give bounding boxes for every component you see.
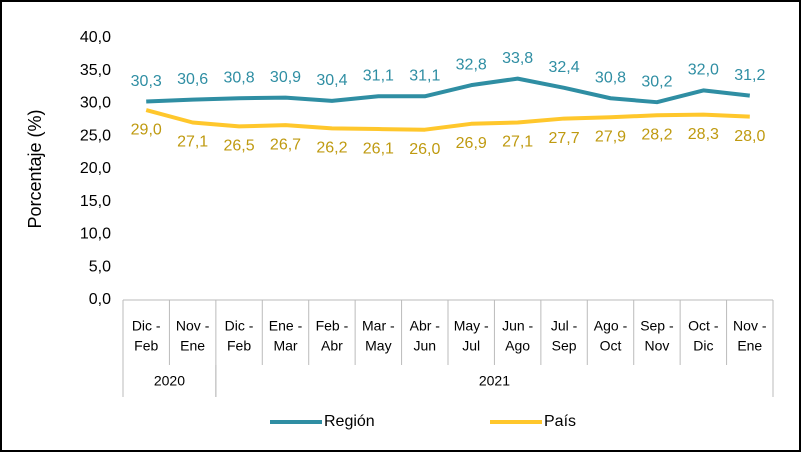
data-label: 31,1 (409, 68, 440, 85)
data-label: 26,1 (363, 140, 394, 157)
data-label: 26,5 (224, 138, 255, 155)
data-label: 30,3 (131, 73, 162, 90)
data-label: 28,3 (688, 126, 719, 143)
data-label: 26,7 (270, 136, 301, 153)
data-label: 30,4 (316, 72, 347, 89)
x-tick-label: Mar - (362, 318, 395, 334)
legend-label: País (544, 413, 576, 430)
x-tick-label: Nov - (176, 318, 210, 334)
x-tick-label: Abr (321, 338, 343, 354)
data-label: 30,6 (177, 71, 208, 88)
y-tick-label: 15,0 (80, 193, 111, 210)
y-tick-label: 30,0 (80, 95, 111, 112)
series-line (146, 76, 751, 105)
x-tick-label: Sep (552, 338, 577, 354)
y-tick-label: 5,0 (89, 258, 111, 275)
x-tick-label: Sep - (640, 318, 674, 334)
data-label: 30,2 (641, 73, 672, 90)
x-tick-label: Dic (693, 338, 713, 354)
group-label: 2021 (479, 373, 510, 389)
series-line (145, 108, 750, 132)
x-tick-label: May - (454, 318, 489, 334)
data-label: 29,0 (131, 121, 162, 138)
x-tick-label: Nov - (733, 318, 767, 334)
data-label: 32,4 (549, 59, 580, 76)
y-axis-label: Porcentaje (%) (25, 109, 45, 228)
data-label: 31,1 (363, 68, 394, 85)
data-label: 27,1 (177, 134, 208, 151)
x-tick-label: Ago - (594, 318, 628, 334)
x-tick-label: Oct (600, 338, 622, 354)
data-label: 32,8 (456, 56, 487, 73)
data-label: 30,8 (224, 69, 255, 86)
x-tick-label: May (365, 338, 391, 354)
y-tick-label: 25,0 (80, 127, 111, 144)
x-tick-label: Ene (180, 338, 205, 354)
data-label: 30,9 (270, 69, 301, 86)
y-tick-label: 10,0 (80, 226, 111, 243)
data-label: 28,2 (641, 127, 672, 144)
legend-label: Región (324, 413, 375, 430)
x-tick-label: Oct - (688, 318, 719, 334)
x-tick-label: Nov (644, 338, 669, 354)
x-tick-label: Jun (413, 338, 436, 354)
data-label: 31,2 (734, 67, 765, 84)
x-tick-label: Ene - (269, 318, 303, 334)
data-label: 28,0 (734, 128, 765, 145)
x-tick-label: Feb (134, 338, 158, 354)
x-tick-label: Mar (273, 338, 297, 354)
data-label: 33,8 (502, 50, 533, 67)
data-label: 30,8 (595, 69, 626, 86)
data-label: 26,2 (316, 140, 347, 157)
group-label: 2020 (154, 373, 185, 389)
y-tick-label: 40,0 (80, 29, 111, 46)
data-label: 27,7 (549, 130, 580, 147)
data-label: 26,9 (456, 135, 487, 152)
x-tick-label: Abr - (410, 318, 441, 334)
data-label: 27,9 (595, 128, 626, 145)
x-tick-label: Ago (505, 338, 530, 354)
x-tick-label: Dic - (225, 318, 254, 334)
x-tick-label: Jul - (551, 318, 578, 334)
data-label: 26,0 (409, 141, 440, 158)
y-tick-label: 20,0 (80, 160, 111, 177)
x-tick-label: Feb (227, 338, 251, 354)
x-tick-label: Dic - (132, 318, 161, 334)
data-label: 27,1 (502, 134, 533, 151)
y-tick-label: 35,0 (80, 62, 111, 79)
x-tick-label: Feb - (316, 318, 349, 334)
y-tick-label: 0,0 (89, 291, 111, 308)
x-tick-label: Jul (462, 338, 480, 354)
x-tick-label: Ene (737, 338, 762, 354)
x-tick-label: Jun - (502, 318, 533, 334)
data-label: 32,0 (688, 62, 719, 79)
